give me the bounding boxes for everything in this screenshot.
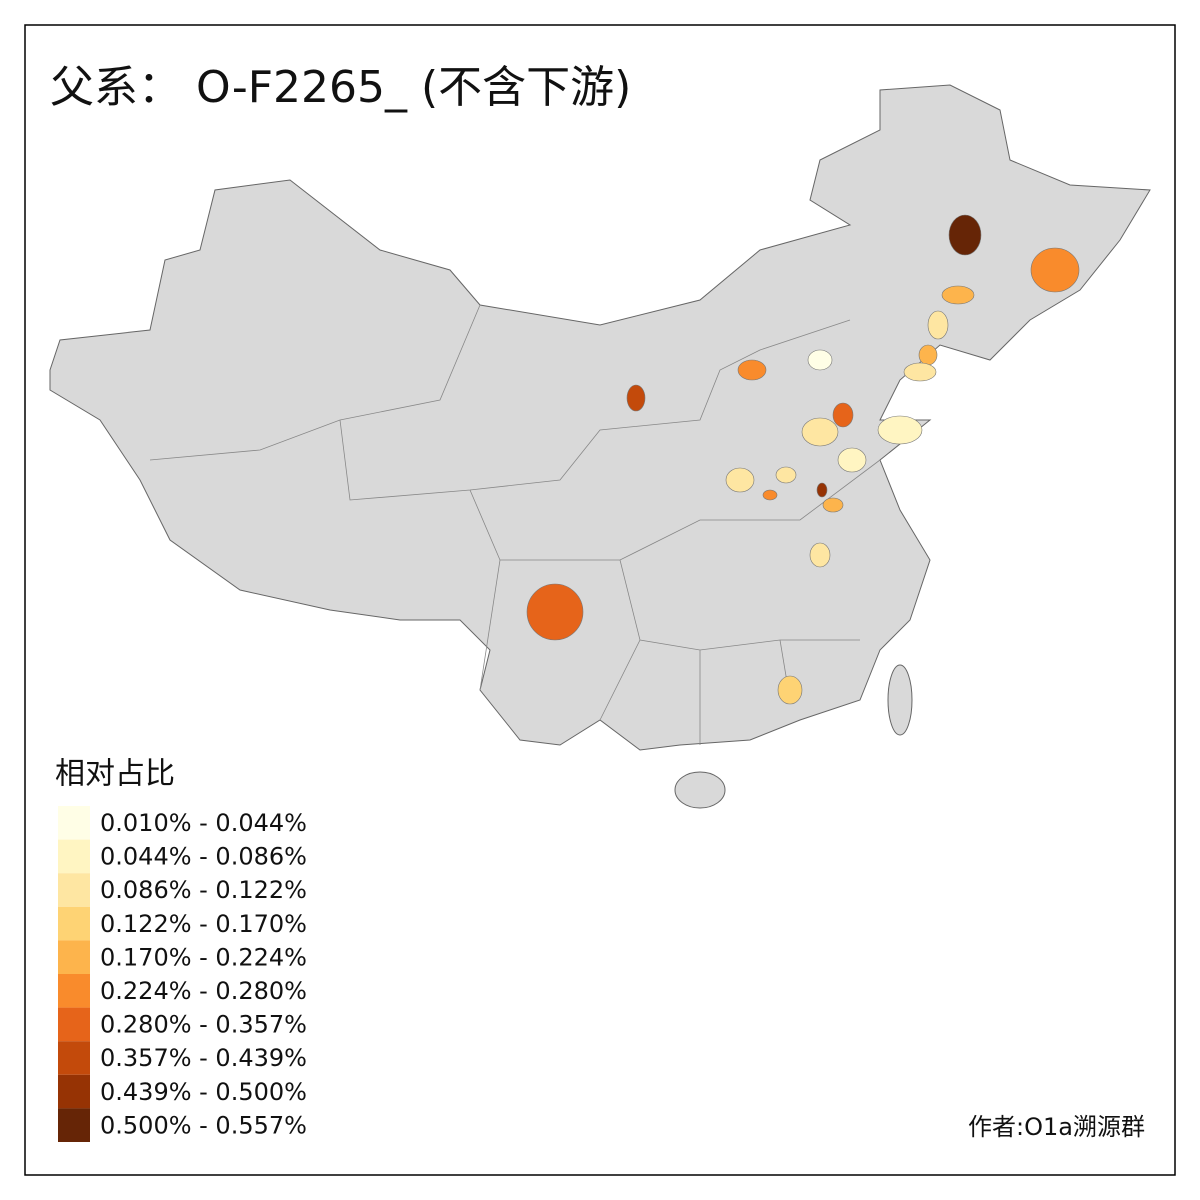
region (903, 362, 937, 382)
region (927, 310, 949, 340)
region (725, 467, 755, 493)
island (887, 664, 913, 736)
legend-label: 0.086% - 0.122% (100, 876, 307, 904)
island (674, 771, 726, 809)
legend-label: 0.170% - 0.224% (100, 943, 307, 971)
legend-swatch (58, 1074, 90, 1109)
legend-swatch (58, 806, 90, 840)
region (737, 359, 767, 381)
region (775, 466, 797, 484)
region (918, 344, 938, 366)
region (837, 447, 867, 473)
map-title: 父系： O-F2265_ (不含下游) (50, 62, 631, 113)
region (809, 542, 831, 568)
region (816, 482, 828, 498)
region (626, 384, 646, 412)
legend-swatch (58, 906, 90, 941)
legend-label: 0.280% - 0.357% (100, 1011, 307, 1039)
region (777, 675, 803, 705)
legend-swatch (58, 940, 90, 974)
legend-label: 0.500% - 0.557% (100, 1111, 307, 1139)
legend-label: 0.224% - 0.280% (100, 977, 307, 1005)
legend-swatch (58, 1007, 90, 1042)
region (832, 402, 854, 428)
region (822, 497, 844, 513)
legend-swatch (58, 1108, 90, 1142)
region (877, 415, 923, 445)
legend: 0.010% - 0.044% 0.044% - 0.086% 0.086% - 0… (58, 806, 307, 1142)
region (526, 583, 584, 641)
legend-label: 0.010% - 0.044% (100, 809, 307, 837)
highlighted-regions (526, 214, 1080, 705)
legend-label: 0.439% - 0.500% (100, 1078, 307, 1106)
region (941, 285, 975, 305)
region (948, 214, 982, 256)
legend-swatch (58, 873, 90, 907)
legend-swatch (58, 974, 90, 1008)
province-borders (149, 304, 881, 745)
legend-swatch (58, 1041, 90, 1075)
region (801, 417, 839, 447)
region (762, 489, 778, 501)
region (1030, 247, 1080, 293)
legend-label: 0.044% - 0.086% (100, 843, 307, 871)
legend-label: 0.122% - 0.170% (100, 910, 307, 938)
author-note: 作者:O1a溯源群 (968, 1113, 1145, 1141)
legend-label: 0.357% - 0.439% (100, 1044, 307, 1072)
region (807, 349, 833, 371)
legend-title: 相对占比 (55, 757, 175, 792)
legend-swatch (58, 839, 90, 874)
